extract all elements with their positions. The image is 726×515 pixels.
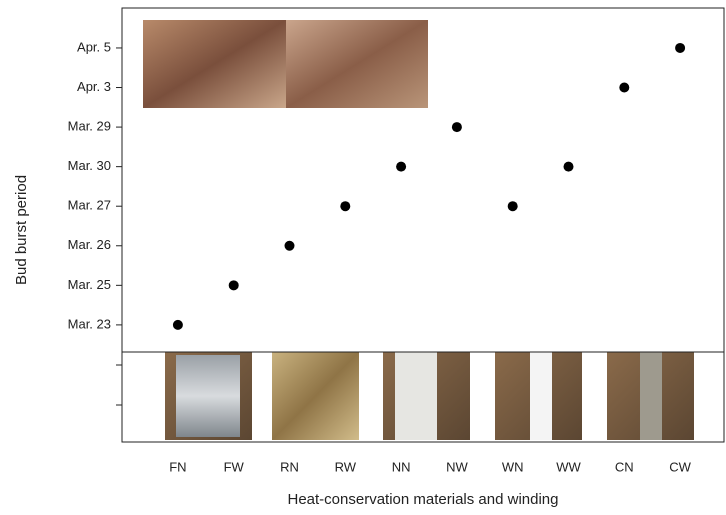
photo: [176, 355, 240, 437]
photo: [286, 20, 428, 108]
photos: [143, 20, 694, 440]
plot-frame: [121, 7, 725, 443]
y-tick-label: Mar. 30: [68, 158, 111, 173]
photo: [640, 352, 662, 440]
photo: [395, 352, 437, 440]
y-tick-label: Mar. 27: [68, 198, 111, 213]
x-tick-label: RW: [335, 459, 357, 474]
point: [172, 319, 183, 330]
x-tick-label: NW: [446, 459, 468, 474]
point: [228, 280, 239, 291]
y-tick-label: Mar. 23: [68, 316, 111, 331]
y-tick-label: Apr. 5: [77, 39, 111, 54]
x-tick-label: CW: [669, 459, 691, 474]
x-tick-label: WN: [502, 459, 524, 474]
x-tick-label: FN: [169, 459, 186, 474]
x-axis-title: Heat-conservation materials and winding: [288, 491, 559, 508]
point: [619, 82, 630, 93]
y-tick-label: Mar. 29: [68, 119, 111, 134]
y-tick-label: Mar. 25: [68, 277, 111, 292]
x-tick-label: CN: [615, 459, 634, 474]
point: [451, 122, 462, 133]
point: [675, 42, 686, 53]
photo: [143, 20, 286, 108]
photo: [272, 352, 359, 440]
x-tick-label: RN: [280, 459, 299, 474]
x-tick-label: WW: [556, 459, 581, 474]
y-axis-title: Bud burst period: [13, 175, 30, 285]
y-tick-label: Mar. 26: [68, 237, 111, 252]
y-tick-label: Apr. 3: [77, 79, 111, 94]
x-tick-label: FW: [224, 459, 245, 474]
point: [340, 201, 351, 212]
x-tick-label: NN: [392, 459, 411, 474]
photo: [530, 352, 552, 440]
point: [507, 201, 518, 212]
point: [563, 161, 574, 172]
point: [396, 161, 407, 172]
point: [284, 240, 295, 251]
